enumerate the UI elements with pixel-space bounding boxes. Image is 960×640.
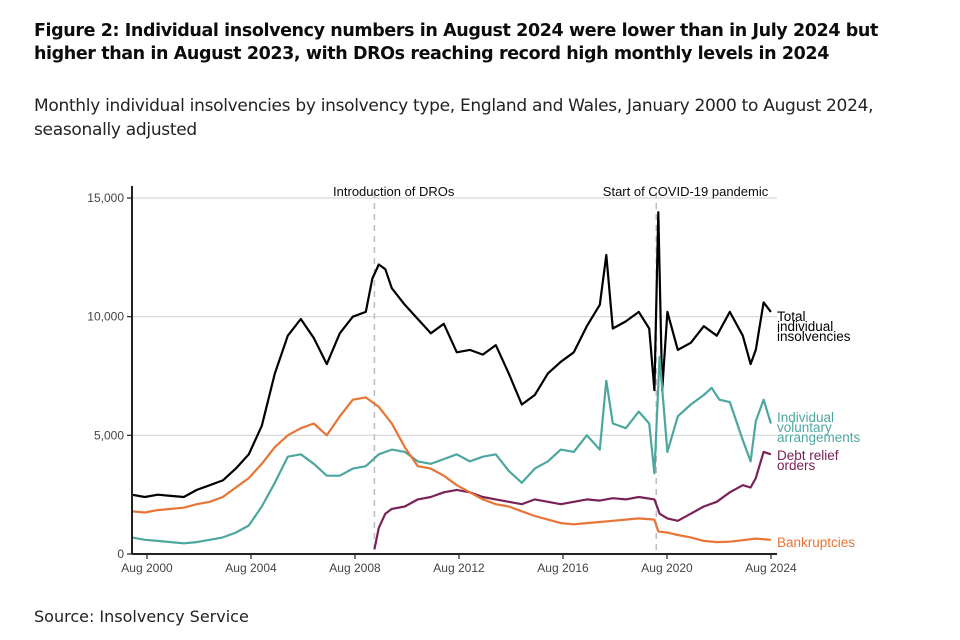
series-label-line: Debt relief bbox=[777, 448, 839, 463]
series-label-line: Bankruptcies bbox=[777, 535, 855, 550]
series-label-line: Total bbox=[777, 309, 806, 324]
x-tick-label: Aug 2008 bbox=[329, 561, 381, 575]
series-label: Total individual insolvencies bbox=[777, 309, 851, 344]
x-tick-label: Aug 2024 bbox=[745, 561, 797, 575]
y-tick-label: 0 bbox=[117, 547, 124, 561]
y-tick-label: 15,000 bbox=[87, 191, 124, 205]
series-label-line: individual bbox=[777, 319, 833, 334]
series-lines bbox=[131, 211, 772, 550]
series-label-line: voluntary bbox=[777, 420, 832, 435]
figure-subtitle: Monthly individual insolvencies by insol… bbox=[34, 96, 874, 140]
x-tick-label: Aug 2000 bbox=[121, 561, 173, 575]
gridlines bbox=[132, 197, 777, 436]
y-tick-label: 5,000 bbox=[94, 428, 124, 442]
source-note: Source: Insolvency Service bbox=[34, 607, 249, 626]
series-label-line: Individual bbox=[777, 410, 834, 425]
series-label: Bankruptcies bbox=[777, 535, 855, 550]
series-label: Individual voluntary arrangements bbox=[777, 410, 861, 445]
series-label: Debt relief orders bbox=[777, 448, 839, 473]
figure-title: Figure 2: Individual insolvency numbers … bbox=[34, 21, 878, 64]
series-label-line: orders bbox=[777, 458, 816, 473]
series-label-line: insolvencies bbox=[777, 329, 851, 344]
x-tick-label: Aug 2020 bbox=[641, 561, 693, 575]
series-labels: Total individual insolvencies Individual vol… bbox=[777, 309, 861, 550]
series-line-bankruptcies bbox=[131, 396, 771, 544]
series-line-individual-voluntary-arrangements bbox=[131, 355, 772, 545]
series-label-line: arrangements bbox=[777, 430, 861, 445]
x-tick-label: Aug 2012 bbox=[433, 561, 485, 575]
x-tick-label: Aug 2016 bbox=[537, 561, 589, 575]
series-line-total-individual-insolvencies bbox=[131, 211, 772, 499]
y-tick-label: 10,000 bbox=[87, 310, 124, 324]
axes: 0 5,000 10,000 15,000 Aug 2000 Aug 2004 Aug 20… bbox=[87, 186, 797, 575]
annotations: Introduction of DROs Start of COVID-19 pa… bbox=[333, 184, 769, 554]
annotation-label: Start of COVID-19 pandemic bbox=[603, 184, 769, 199]
series-line-debt-relief-orders bbox=[373, 450, 772, 550]
x-tick-label: Aug 2004 bbox=[225, 561, 277, 575]
annotation-label: Introduction of DROs bbox=[333, 184, 455, 199]
